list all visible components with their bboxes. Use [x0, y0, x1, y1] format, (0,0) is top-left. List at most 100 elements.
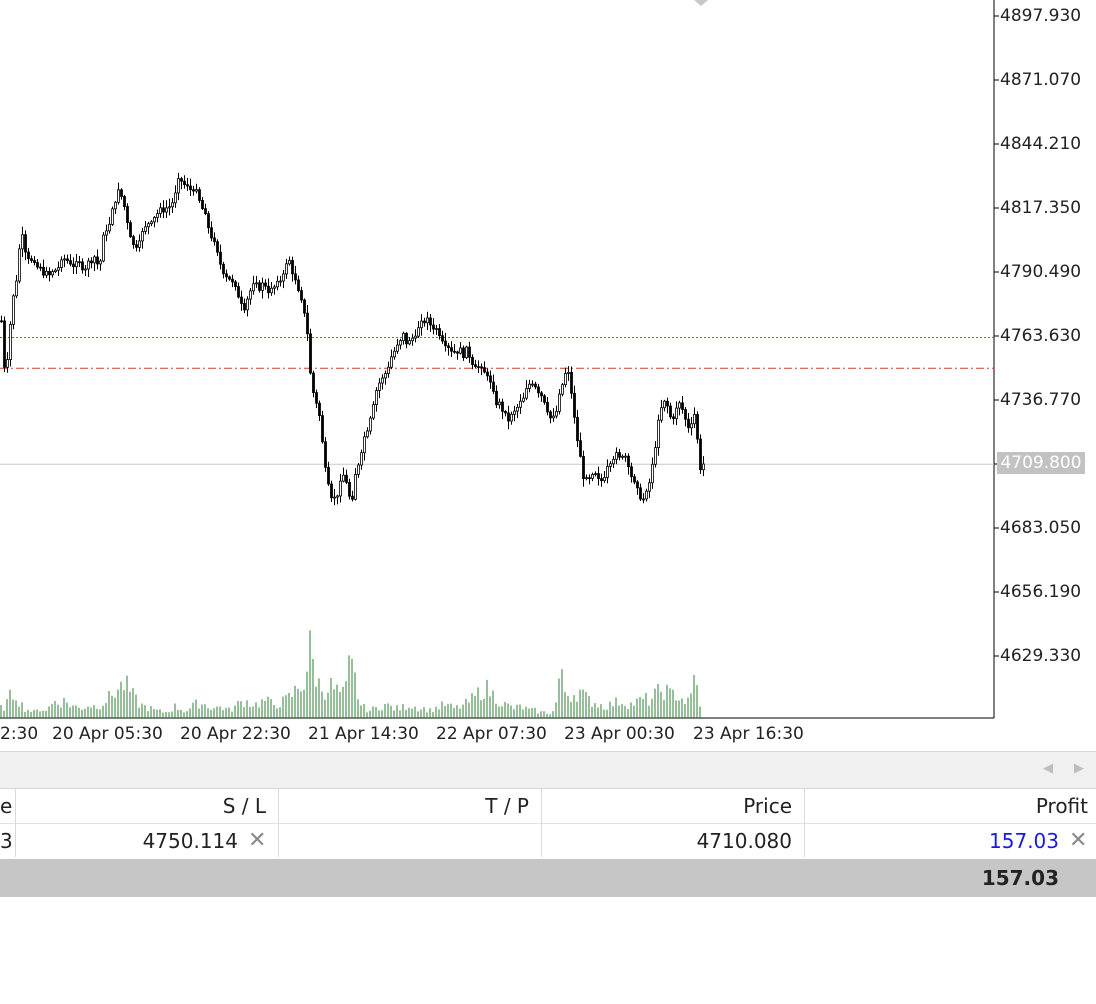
candle-body — [492, 381, 495, 392]
table-row[interactable]: 3 4750.114 ✕ 4710.080 157.03 ✕ — [0, 824, 1096, 858]
candle-body — [678, 402, 681, 409]
candle-body — [429, 317, 432, 326]
candle-body — [651, 463, 654, 484]
column-header-tp[interactable]: T / P — [485, 794, 529, 818]
column-header-sl[interactable]: S / L — [222, 794, 266, 818]
cell-sl[interactable]: 4750.114 — [142, 829, 238, 853]
column-divider — [15, 789, 16, 857]
candle-body — [405, 332, 408, 345]
column-header-profit[interactable]: Profit — [1035, 794, 1088, 818]
candle-body — [249, 290, 252, 300]
candle-body — [138, 240, 141, 248]
price-chart[interactable]: 4897.930 4871.070 4844.210 4817.350 4790… — [0, 0, 1096, 750]
candle-body — [636, 481, 639, 489]
candle-body — [264, 282, 267, 287]
candle-body — [579, 440, 582, 457]
candle-body — [609, 463, 612, 467]
candle-body — [303, 299, 306, 314]
candle-body — [669, 405, 672, 418]
candle-body — [309, 333, 312, 374]
candle-body — [15, 280, 18, 297]
candle-body — [414, 335, 417, 339]
price-axis-label: 4817.350 — [1000, 198, 1082, 218]
candle-body — [432, 324, 435, 330]
candle-body — [285, 263, 288, 275]
candle-body — [585, 477, 588, 480]
candle-body — [360, 452, 363, 466]
candle-body — [237, 286, 240, 298]
time-axis-label: 21 Apr 14:30 — [308, 724, 419, 744]
column-divider — [278, 789, 279, 857]
scroll-left-icon[interactable]: ◀ — [1043, 761, 1053, 776]
candle-body — [60, 259, 63, 268]
candle-body — [171, 202, 174, 208]
candle-body — [318, 402, 321, 417]
candle-body — [39, 266, 42, 269]
candle-body — [66, 258, 69, 262]
table-header: e S / L T / P Price Profit — [0, 789, 1096, 824]
candle-body — [366, 430, 369, 438]
candle-body — [147, 223, 150, 228]
candle-body — [390, 356, 393, 368]
candle-body — [129, 222, 132, 238]
column-header[interactable]: e — [0, 794, 13, 818]
candlestick-chart[interactable] — [0, 0, 1096, 750]
candle-body — [225, 273, 228, 278]
candle-body — [663, 400, 666, 409]
cell-tp[interactable] — [278, 824, 541, 858]
candle-body — [381, 377, 384, 384]
candle-body — [594, 473, 597, 475]
candle-body — [231, 278, 234, 283]
candle-body — [282, 273, 285, 282]
cell-value: 3 — [0, 829, 13, 853]
candle-body — [36, 262, 39, 268]
close-position-icon[interactable]: ✕ — [1069, 828, 1088, 853]
candle-body — [573, 392, 576, 418]
candle-body — [42, 267, 45, 276]
candle-body — [486, 371, 489, 377]
candle-body — [447, 345, 450, 349]
column-divider — [804, 789, 805, 857]
candle-body — [258, 282, 261, 291]
cell-price: 4710.080 — [696, 829, 792, 853]
candle-body — [672, 416, 675, 420]
candle-body — [528, 383, 531, 389]
candle-body — [516, 406, 519, 412]
candle-body — [6, 359, 9, 368]
candle-body — [183, 180, 186, 186]
candle-body — [588, 477, 591, 480]
candle-body — [45, 270, 48, 276]
column-header-price[interactable]: Price — [743, 794, 792, 818]
candle-body — [30, 258, 33, 261]
scroll-right-icon[interactable]: ▶ — [1074, 761, 1084, 776]
candle-body — [327, 466, 330, 485]
toolbox-scroll-bar: ◀ ▶ — [0, 751, 1096, 789]
price-axis-label: 4683.050 — [1000, 518, 1082, 538]
candle-body — [117, 189, 120, 203]
candle-body — [81, 261, 84, 271]
column-divider — [541, 789, 542, 857]
candle-body — [126, 206, 129, 224]
candle-body — [123, 196, 126, 207]
candle-body — [522, 397, 525, 402]
remove-sl-icon[interactable]: ✕ — [248, 828, 267, 853]
candle-body — [408, 340, 411, 345]
candle-body — [513, 410, 516, 415]
candle-body — [525, 388, 528, 399]
candle-body — [312, 372, 315, 393]
candle-body — [681, 402, 684, 410]
price-axis-label: 4656.190 — [1000, 582, 1082, 602]
candle-body — [267, 285, 270, 294]
candle-body — [537, 386, 540, 394]
candle-body — [549, 411, 552, 419]
candle-body — [546, 401, 549, 413]
candle-body — [297, 279, 300, 291]
candle-body — [192, 189, 195, 192]
candle-body — [246, 298, 249, 311]
candle-body — [402, 332, 405, 342]
candle-body — [384, 373, 387, 379]
candle-body — [561, 384, 564, 395]
candle-body — [228, 276, 231, 280]
price-axis-label: 4897.930 — [1000, 6, 1082, 26]
candle-body — [441, 335, 444, 342]
